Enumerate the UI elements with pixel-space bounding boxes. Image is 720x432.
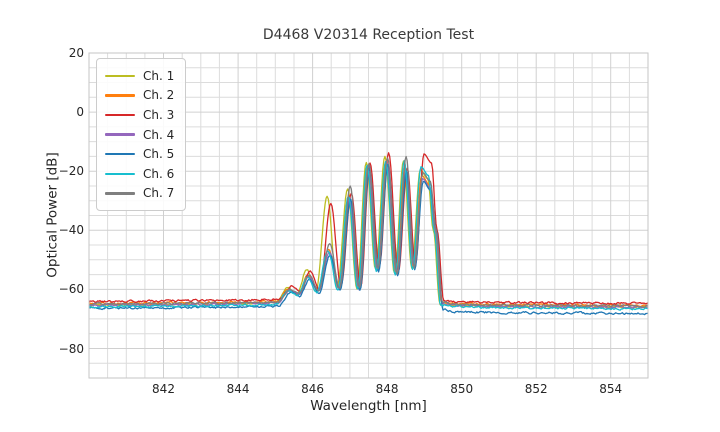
legend-line-swatch (105, 152, 135, 156)
y-tick-label: −60 (58, 282, 84, 297)
legend-line-swatch (105, 192, 135, 195)
legend-item-label: Ch. 4 (143, 127, 175, 142)
legend-item-label: Ch. 2 (143, 88, 175, 103)
y-tick-label: 20 (68, 46, 84, 60)
y-tick-label: −20 (58, 164, 84, 179)
legend-item-1: Ch. 1 (105, 66, 177, 86)
y-tick-label: 0 (76, 105, 84, 120)
legend-line-swatch (105, 133, 135, 136)
legend-item-label: Ch. 3 (143, 107, 175, 122)
series-lines (89, 152, 648, 316)
x-tick-label: 852 (524, 382, 548, 396)
chart-title: D4468 V20314 Reception Test (262, 27, 475, 43)
legend-item-label: Ch. 7 (143, 186, 175, 201)
legend-line-swatch (105, 94, 135, 97)
legend-line-swatch (105, 74, 135, 78)
legend-item-4: Ch. 4 (105, 125, 177, 145)
x-axis-label: Wavelength [nm] (310, 398, 427, 414)
legend-item-label: Ch. 6 (143, 166, 175, 181)
legend-item-6: Ch. 6 (105, 164, 177, 184)
x-tick-label: 850 (450, 382, 474, 396)
y-axis-label: Optical Power [dB] (44, 152, 61, 278)
legend-item-5: Ch. 5 (105, 144, 177, 164)
x-tick-label: 842 (152, 382, 175, 396)
y-tick-label: −40 (58, 223, 84, 238)
legend-line-swatch (105, 172, 135, 176)
grid-major (89, 53, 648, 378)
legend-item-3: Ch. 3 (105, 105, 177, 125)
axes-frame (88, 52, 649, 379)
x-tick-label: 854 (599, 382, 623, 396)
grid-minor (89, 53, 648, 378)
legend-item-label: Ch. 1 (143, 68, 175, 83)
series-line-7 (89, 155, 648, 309)
y-tick-label: −80 (58, 341, 84, 356)
legend: Ch. 1 Ch. 2 Ch. 3 Ch. 4 Ch. 5 Ch. 6 Ch. 7 (96, 58, 186, 212)
x-tick-label: 846 (301, 382, 325, 396)
legend-item-2: Ch. 2 (105, 86, 177, 106)
legend-item-label: Ch. 5 (143, 147, 175, 162)
legend-item-7: Ch. 7 (105, 184, 177, 204)
x-tick-label: 848 (375, 382, 399, 396)
x-tick-label: 844 (226, 382, 250, 396)
legend-line-swatch (105, 113, 135, 117)
